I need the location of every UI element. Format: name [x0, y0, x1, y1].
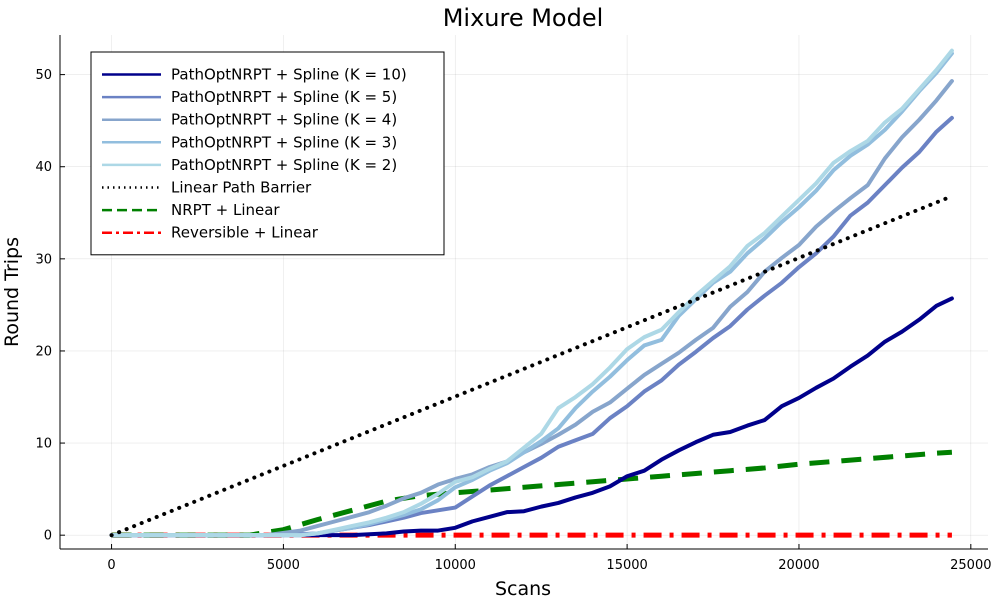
legend-box — [90, 51, 445, 256]
legend-label: Linear Path Barrier — [171, 179, 312, 197]
series-line — [109, 194, 954, 538]
y-axis-ticks: 0 10 20 30 40 50 — [35, 68, 65, 544]
x-tick-label: 5000 — [267, 558, 300, 573]
x-tick-label: 10000 — [435, 558, 476, 573]
series-line — [109, 296, 954, 538]
axes — [59, 35, 988, 550]
y-tick-label: 50 — [35, 68, 52, 83]
series-group — [109, 48, 954, 538]
y-tick-label: 0 — [44, 529, 52, 544]
x-tick-label: 20000 — [778, 558, 819, 573]
legend-label: PathOptNRPT + Spline (K = 4) — [171, 111, 397, 129]
y-axis-label: Round Trips — [1, 237, 23, 347]
x-tick-label: 0 — [107, 558, 115, 573]
legend-label: Reversible + Linear — [171, 224, 319, 242]
y-tick-label: 40 — [35, 160, 52, 175]
legend-label: PathOptNRPT + Spline (K = 5) — [171, 88, 397, 106]
series-line — [109, 79, 954, 538]
x-axis-label: Scans — [495, 578, 551, 600]
chart-title: Mixure Model — [443, 4, 604, 32]
x-axis-ticks: 0 5000 10000 15000 20000 25000 — [107, 544, 991, 573]
y-tick-label: 10 — [35, 437, 52, 452]
series-line — [109, 115, 954, 538]
y-tick-label: 20 — [35, 344, 52, 359]
legend-label: PathOptNRPT + Spline (K = 3) — [171, 133, 397, 151]
legend: PathOptNRPT + Spline (K = 10) PathOptNRPT… — [90, 51, 445, 256]
series-line — [109, 51, 954, 538]
series-line — [111, 449, 953, 538]
legend-label: PathOptNRPT + Spline (K = 2) — [171, 156, 397, 174]
y-tick-label: 30 — [35, 252, 52, 267]
x-tick-label: 25000 — [950, 558, 991, 573]
series-line — [109, 48, 954, 538]
x-tick-label: 15000 — [606, 558, 647, 573]
legend-label: NRPT + Linear — [171, 201, 280, 219]
legend-label: PathOptNRPT + Spline (K = 10) — [171, 66, 407, 84]
